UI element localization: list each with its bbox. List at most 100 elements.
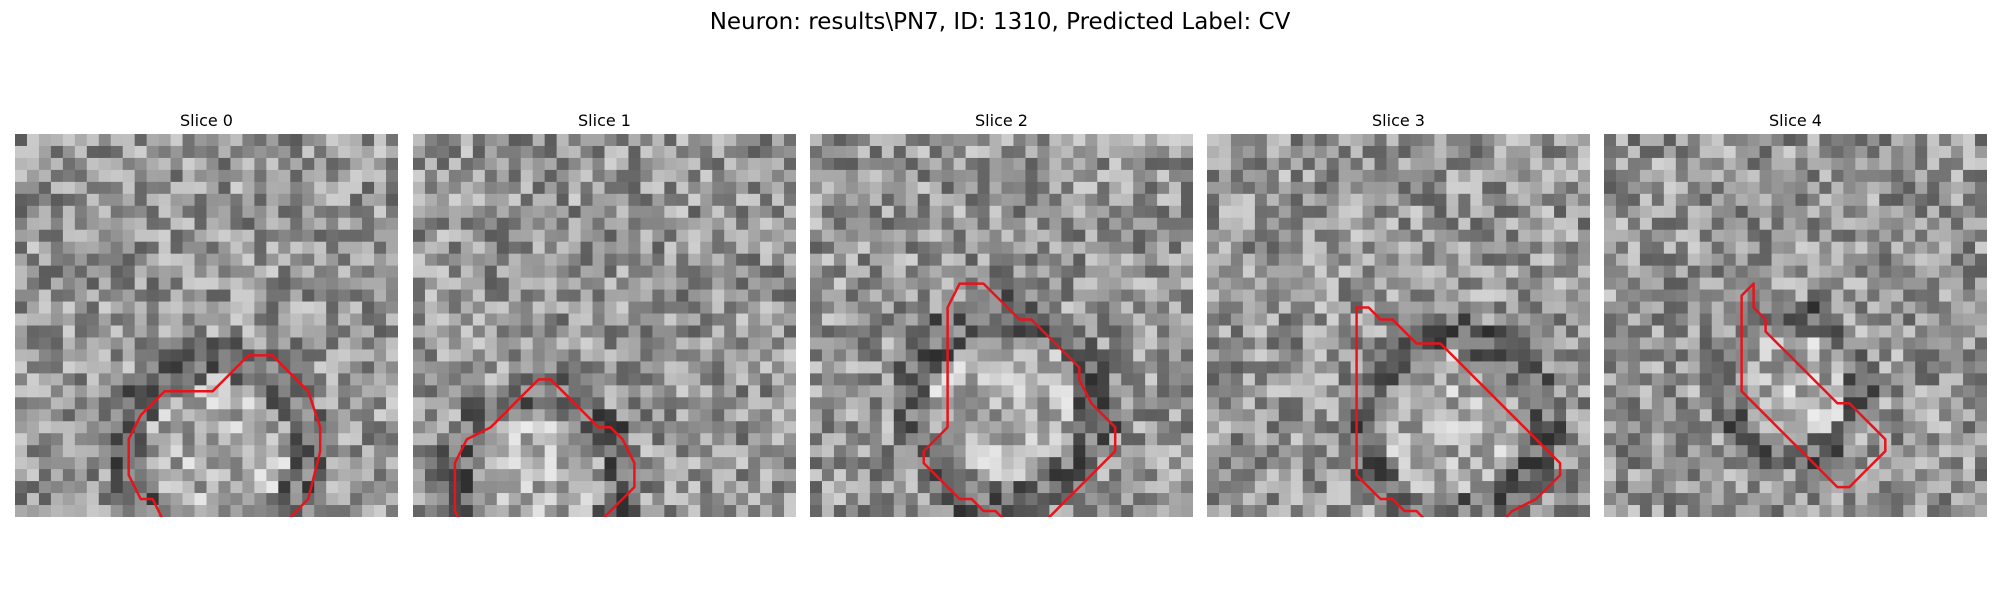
pixel-tile: [38, 337, 52, 350]
pixel-tile: [1675, 313, 1689, 326]
pixel-tile: [784, 289, 796, 302]
pixel-tile: [1073, 433, 1086, 446]
pixel-tile: [98, 217, 112, 231]
pixel-tile: [604, 145, 617, 159]
pixel-tile: [1891, 385, 1904, 398]
pixel-tile: [532, 385, 546, 398]
pixel-tile: [1314, 337, 1328, 350]
pixel-tile: [652, 229, 665, 243]
pixel-tile: [869, 265, 883, 279]
pixel-tile: [544, 445, 558, 458]
pixel-tile: [278, 157, 291, 171]
pixel-tile: [1470, 469, 1483, 482]
pixel-tile: [1819, 169, 1832, 183]
pixel-tile: [664, 181, 677, 195]
pixel-tile: [580, 301, 593, 314]
pixel-tile: [254, 457, 267, 470]
pixel-tile: [556, 433, 569, 446]
pixel-tile: [146, 313, 160, 326]
pixel-tile: [724, 289, 737, 302]
pixel-tile: [1518, 229, 1531, 243]
pixel-tile: [254, 265, 267, 279]
pixel-tile: [1939, 385, 1952, 398]
pixel-tile: [1207, 193, 1220, 207]
pixel-tile: [62, 313, 76, 326]
pixel-tile: [556, 493, 569, 506]
pixel-tile: [436, 277, 450, 290]
pixel-tile: [1218, 349, 1232, 362]
pixel-tile: [496, 157, 510, 171]
pixel-tile: [38, 157, 52, 171]
pixel-tile: [869, 301, 883, 314]
pixel-tile: [1639, 253, 1653, 267]
pixel-tile: [1049, 325, 1062, 338]
pixel-tile: [1145, 277, 1158, 290]
pixel-tile: [1230, 457, 1244, 470]
pixel-tile: [1687, 373, 1701, 386]
pixel-tile: [1434, 469, 1447, 482]
pixel-tile: [122, 181, 136, 195]
pixel-tile: [1482, 301, 1495, 314]
pixel-tile: [1326, 409, 1340, 422]
pixel-tile: [1771, 253, 1784, 267]
pixel-tile: [326, 241, 339, 255]
pixel-tile: [1951, 253, 1964, 267]
pixel-tile: [170, 289, 183, 302]
pixel-tile: [1506, 445, 1519, 458]
pixel-tile: [1855, 145, 1868, 159]
pixel-tile: [965, 481, 978, 494]
pixel-tile: [1181, 205, 1193, 219]
pixel-tile: [1711, 325, 1725, 338]
pixel-tile: [326, 134, 339, 147]
pixel-tile: [50, 433, 64, 446]
pixel-tile: [1302, 433, 1316, 446]
pixel-tile: [616, 289, 629, 302]
pixel-tile: [1398, 169, 1411, 183]
pixel-tile: [1675, 409, 1689, 422]
pixel-tile: [1675, 229, 1689, 243]
pixel-tile: [1494, 313, 1507, 326]
pixel-tile: [1207, 505, 1220, 517]
pixel-tile: [374, 445, 387, 458]
pixel-tile: [592, 134, 605, 147]
pixel-tile: [544, 265, 558, 279]
pixel-tile: [484, 205, 498, 219]
pixel-tile: [1891, 445, 1904, 458]
pixel-tile: [1975, 253, 1987, 267]
pixel-tile: [158, 289, 171, 302]
pixel-tile: [1278, 397, 1292, 410]
pixel-tile: [1783, 397, 1796, 410]
pixel-tile: [784, 157, 796, 171]
pixel-tile: [748, 217, 761, 231]
pixel-tile: [1374, 445, 1387, 458]
pixel-tile: [1951, 337, 1964, 350]
pixel-tile: [230, 253, 243, 267]
pixel-tile: [386, 433, 398, 446]
pixel-tile: [953, 253, 966, 267]
pixel-tile: [1735, 217, 1749, 231]
pixel-tile: [1783, 134, 1796, 147]
pixel-tile: [1891, 157, 1904, 171]
pixel-tile: [652, 301, 665, 314]
pixel-tile: [1049, 157, 1062, 171]
pixel-tile: [496, 277, 510, 290]
pixel-tile: [1891, 265, 1904, 279]
pixel-tile: [122, 289, 136, 302]
pixel-tile: [15, 145, 28, 159]
pixel-tile: [1915, 134, 1928, 147]
pixel-tile: [15, 181, 28, 195]
pixel-tile: [1699, 253, 1713, 267]
pixel-tile: [640, 445, 653, 458]
pixel-tile: [1604, 325, 1617, 338]
pixel-tile: [1783, 145, 1796, 159]
pixel-tile: [1085, 289, 1098, 302]
pixel-tile: [953, 433, 966, 446]
pixel-tile: [194, 265, 207, 279]
pixel-tile: [230, 313, 243, 326]
pixel-tile: [1530, 313, 1543, 326]
pixel-tile: [1181, 229, 1193, 243]
pixel-tile: [1386, 289, 1399, 302]
pixel-tile: [1446, 169, 1459, 183]
pixel-tile: [712, 385, 725, 398]
pixel-tile: [278, 493, 291, 506]
